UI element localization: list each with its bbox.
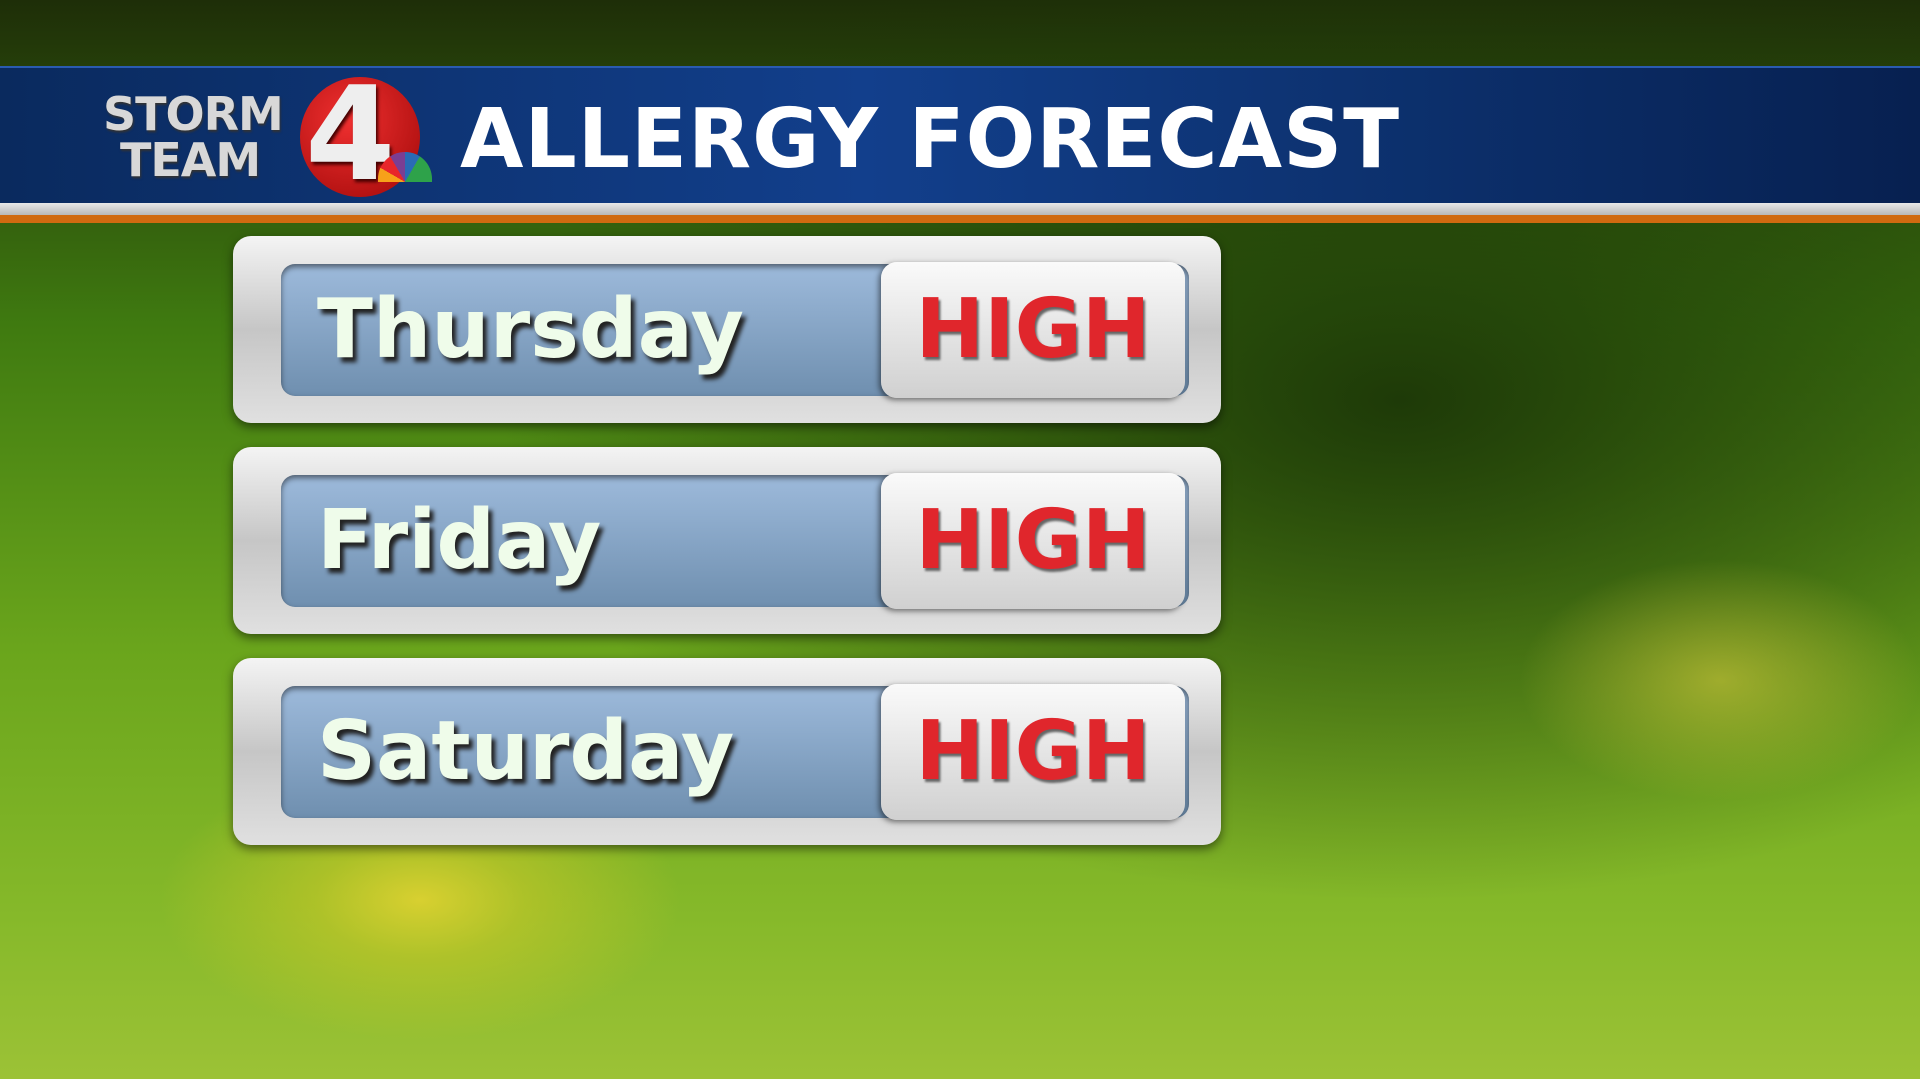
header-divider [0,203,1920,215]
logo-text-storm: STORM [103,87,284,141]
logo-number: 4 [305,58,396,210]
allergy-level: HIGH [881,473,1185,609]
forecast-row: Friday HIGH [233,447,1221,634]
forecast-row: Thursday HIGH [233,236,1221,423]
day-label: Saturday [317,704,735,799]
allergy-level: HIGH [881,262,1185,398]
header-accent-line [0,215,1920,223]
page-title: ALLERGY FORECAST [460,92,1401,187]
forecast-row: Saturday HIGH [233,658,1221,845]
day-label: Friday [317,493,602,588]
logo-text-team: TEAM [120,133,261,187]
day-label: Thursday [317,282,744,377]
allergy-level: HIGH [881,684,1185,820]
